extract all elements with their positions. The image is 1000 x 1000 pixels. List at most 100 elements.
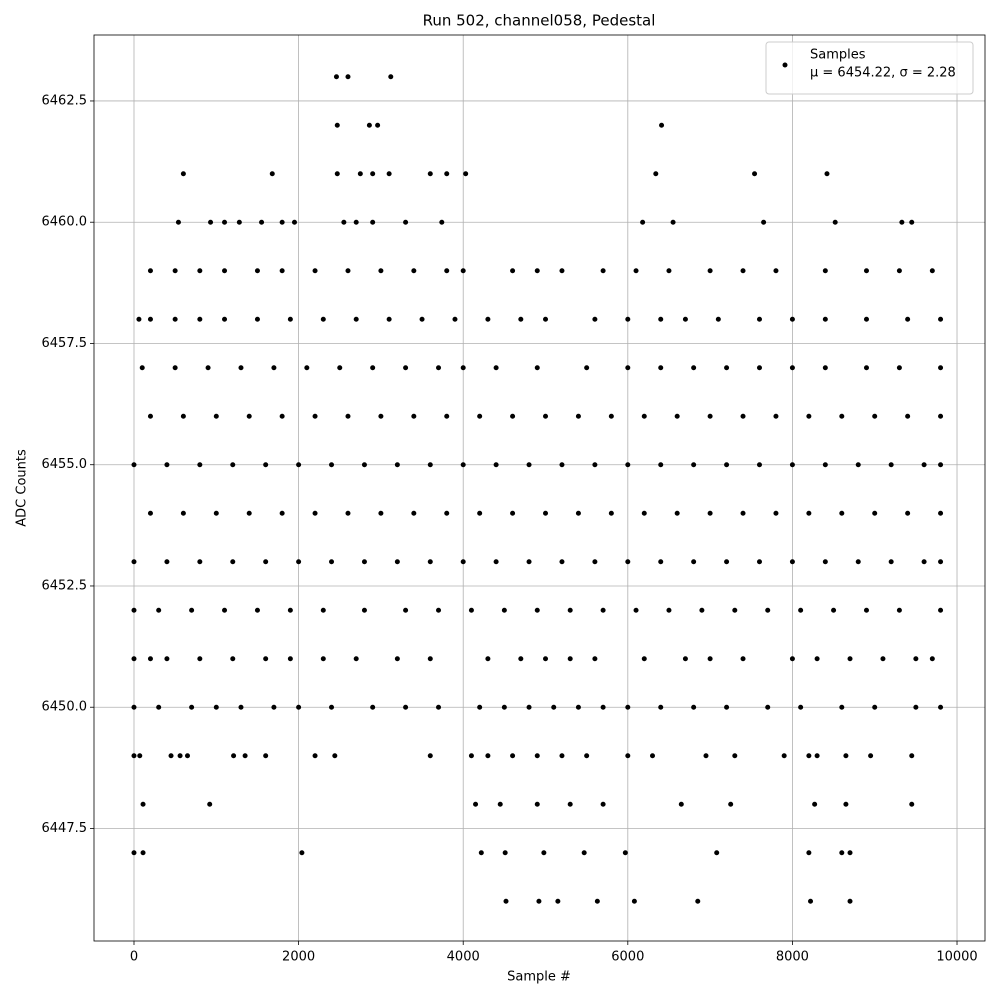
data-point — [600, 607, 606, 613]
data-point — [641, 413, 647, 419]
data-point — [847, 656, 853, 662]
data-point — [789, 656, 795, 662]
data-point — [345, 510, 351, 516]
data-point — [806, 413, 812, 419]
data-point — [543, 413, 549, 419]
data-point — [353, 656, 359, 662]
data-point — [147, 413, 153, 419]
data-point — [938, 316, 944, 322]
data-point — [789, 559, 795, 565]
data-point — [732, 753, 738, 759]
data-point — [263, 753, 269, 759]
data-point — [345, 74, 351, 80]
data-point — [460, 462, 466, 468]
data-point — [205, 365, 211, 371]
data-point — [236, 219, 242, 225]
data-point — [230, 559, 236, 565]
data-point — [411, 510, 417, 516]
data-point — [756, 316, 762, 322]
data-point — [756, 462, 762, 468]
data-point — [641, 656, 647, 662]
data-point — [658, 316, 664, 322]
data-point — [156, 704, 162, 710]
data-point — [808, 898, 814, 904]
data-point — [773, 413, 779, 419]
data-point — [254, 607, 260, 613]
data-point — [427, 462, 433, 468]
data-point — [184, 753, 190, 759]
x-tick-label: 8000 — [776, 950, 809, 965]
data-point — [653, 171, 659, 177]
data-point — [452, 316, 458, 322]
data-point — [567, 656, 573, 662]
data-point — [740, 268, 746, 274]
data-point — [691, 462, 697, 468]
data-point — [714, 850, 720, 856]
data-point — [386, 316, 392, 322]
data-point — [740, 413, 746, 419]
data-point — [230, 462, 236, 468]
y-tick-label: 6455.0 — [42, 457, 88, 472]
data-point — [824, 171, 830, 177]
data-point — [263, 559, 269, 565]
data-point — [246, 413, 252, 419]
data-point — [929, 656, 935, 662]
data-point — [312, 268, 318, 274]
data-point — [868, 753, 874, 759]
data-point — [526, 462, 532, 468]
y-tick-label: 6462.5 — [42, 93, 88, 108]
y-tick-label: 6450.0 — [42, 700, 88, 715]
data-point — [608, 510, 614, 516]
data-point — [444, 268, 450, 274]
data-point — [863, 268, 869, 274]
data-point — [773, 268, 779, 274]
data-point — [156, 607, 162, 613]
data-point — [905, 413, 911, 419]
data-point — [625, 316, 631, 322]
data-point — [320, 316, 326, 322]
data-point — [658, 462, 664, 468]
data-point — [136, 316, 142, 322]
data-point — [238, 365, 244, 371]
data-point — [172, 268, 178, 274]
data-point — [378, 510, 384, 516]
data-point — [147, 656, 153, 662]
data-point — [357, 171, 363, 177]
data-point — [592, 559, 598, 565]
data-point — [213, 413, 219, 419]
data-point — [164, 656, 170, 662]
data-point — [189, 704, 195, 710]
data-point — [534, 801, 540, 807]
data-point — [682, 316, 688, 322]
data-point — [789, 462, 795, 468]
data-point — [822, 365, 828, 371]
data-point — [477, 413, 483, 419]
data-point — [263, 462, 269, 468]
data-point — [137, 753, 143, 759]
data-point — [798, 607, 804, 613]
legend-box — [765, 41, 974, 95]
data-point — [592, 656, 598, 662]
data-point — [658, 365, 664, 371]
data-point — [502, 850, 508, 856]
data-point — [296, 462, 302, 468]
data-point — [197, 316, 203, 322]
data-point — [164, 559, 170, 565]
data-point — [798, 704, 804, 710]
data-point — [622, 850, 628, 856]
data-point — [822, 462, 828, 468]
data-point — [938, 704, 944, 710]
data-point — [287, 607, 293, 613]
data-point — [518, 656, 524, 662]
data-point — [938, 462, 944, 468]
y-tick-label: 6452.5 — [42, 578, 88, 593]
data-point — [625, 704, 631, 710]
data-point — [287, 316, 293, 322]
data-point — [320, 656, 326, 662]
data-point — [444, 510, 450, 516]
data-point — [806, 753, 812, 759]
data-point — [695, 898, 701, 904]
plot-frame — [93, 34, 986, 942]
data-point — [534, 753, 540, 759]
data-point — [485, 753, 491, 759]
